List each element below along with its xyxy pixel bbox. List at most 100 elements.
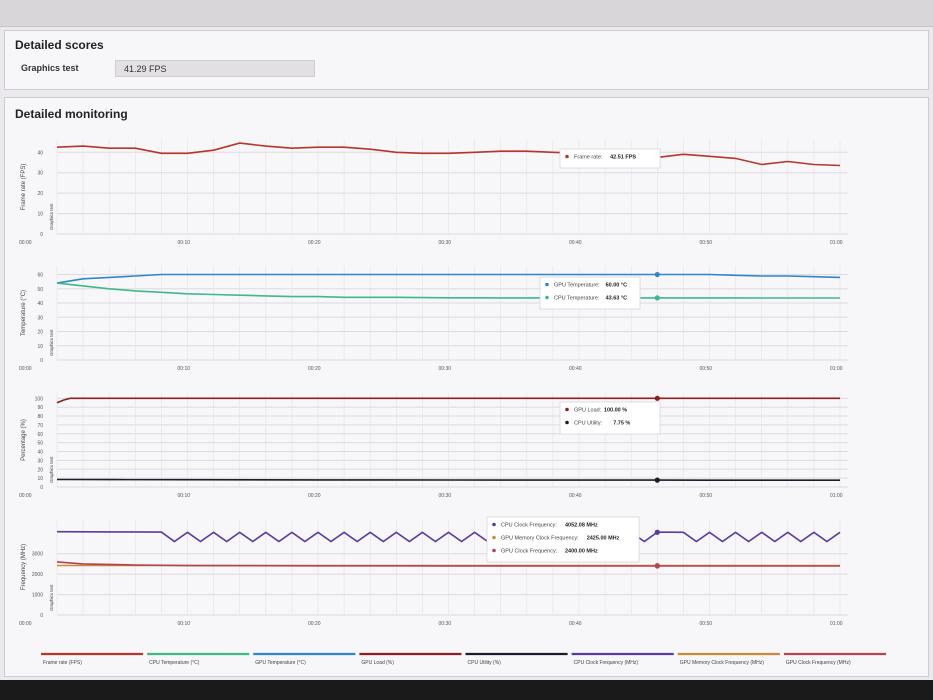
tooltip-label: GPU Clock Frequency:: [501, 549, 558, 555]
x-tick-label: 01:00: [830, 240, 843, 246]
y-tick-label: 20: [37, 330, 43, 336]
tooltip-label: GPU Memory Clock Frequency:: [501, 536, 579, 542]
tooltip-dot-gpu_clock: [492, 548, 496, 553]
x-tick-label: 00:40: [569, 493, 582, 499]
y-axis-label: Frequency (MHz): [21, 544, 27, 590]
detailed-scores-title: Detailed scores: [15, 38, 104, 52]
y-tick-label: 70: [37, 423, 43, 429]
y-tick-label: 10: [37, 476, 43, 482]
series-line-frame_rate: [56, 142, 841, 167]
x-tick-label: 00:40: [569, 240, 582, 246]
series-line-gpu_load: [56, 397, 840, 404]
tooltip-value: 60.00 °C: [606, 283, 627, 289]
y-tick-label: 20: [37, 467, 43, 473]
tooltip-value: 4052.08 MHz: [565, 523, 598, 529]
tooltip-value: 42.51 FPS: [610, 155, 636, 161]
y-tick-label: 100: [35, 396, 44, 402]
series-line-cpu_temp: [56, 282, 840, 299]
series-line-gpu_temp: [56, 273, 841, 284]
tooltip-label: CPU Clock Frequency:: [501, 523, 557, 529]
x-tick-label: 00:30: [439, 366, 452, 372]
y-tick-label: 2000: [32, 572, 43, 578]
y-tick-label: 90: [37, 405, 43, 411]
top-bar: [0, 0, 933, 27]
y-tick-label: 30: [37, 171, 43, 177]
y-tick-label: 60: [37, 432, 43, 438]
y-axis-label: Frame rate (FPS): [21, 164, 27, 211]
tooltip-value: 2400.00 MHz: [565, 549, 598, 555]
y-axis-label: Temperature (°C): [21, 290, 27, 336]
y-tick-label: 0: [40, 485, 43, 491]
y-tick-label: 80: [37, 414, 43, 420]
marker-dot-gpu_clock: [654, 563, 660, 569]
y-tick-label: 30: [37, 458, 43, 464]
detailed-monitoring-panel: Detailed monitoring 0 10 20 30 40 00:00 00:10 0…: [4, 97, 929, 677]
tooltip-label: Frame rate:: [574, 155, 603, 161]
marker-dot-cpu_utility: [654, 477, 660, 483]
graphics-test-score: 41.29 FPS: [115, 60, 315, 77]
y-tick-label: 10: [37, 344, 43, 350]
tooltip-label: GPU Temperature:: [554, 283, 600, 289]
y-tick-label: 50: [37, 287, 43, 293]
y-tick-label: 3000: [32, 552, 43, 558]
y-tick-label: 0: [40, 613, 43, 619]
tooltip-box: [559, 148, 661, 169]
x-tick-label: 01:00: [830, 621, 843, 627]
tooltip-dot-gpu_temp: [545, 282, 549, 287]
x-tick-label: 00:50: [700, 240, 713, 246]
y-tick-label: 30: [37, 315, 43, 321]
legend-label: GPU Load (%): [361, 660, 394, 666]
x-tick-label: 01:00: [830, 493, 843, 499]
tooltip-value: 2425.00 MHz: [587, 536, 620, 542]
x-tick-label: 00:30: [439, 621, 452, 627]
x-tick-label: 00:50: [700, 621, 713, 627]
x-tick-label: 00:30: [439, 493, 452, 499]
x-tick-label: 00:10: [178, 493, 191, 499]
tooltip-dot-cpu_temp: [545, 295, 549, 300]
marker-dot-cpu_temp: [654, 295, 660, 301]
legend-label: CPU Temperature (°C): [149, 660, 200, 666]
marker-dot-gpu_temp: [654, 271, 660, 278]
legend-label: GPU Temperature (°C): [255, 660, 306, 666]
y-tick-label: 40: [37, 301, 43, 307]
tooltip-dot-gpu_load: [565, 407, 569, 412]
x-tick-label: 00:00: [19, 366, 32, 372]
tooltip-label: CPU Utility:: [574, 421, 603, 427]
monitoring-charts: 0 10 20 30 40 00:00 00:10 00:20 00:30 00:40 00:50 0…: [19, 140, 886, 666]
section-label: Graphics test: [49, 584, 54, 611]
x-tick-label: 00:50: [700, 366, 713, 372]
x-tick-label: 00:00: [19, 621, 32, 627]
tooltip-value: 7.75 %: [613, 421, 630, 427]
x-tick-label: 00:10: [178, 240, 191, 246]
tooltip-value: 100.00 %: [604, 408, 627, 414]
y-tick-label: 10: [37, 212, 43, 218]
legend-label: GPU Clock Frequency (MHz): [786, 660, 851, 666]
legend-label: CPU Utility (%): [468, 660, 502, 666]
y-tick-label: 40: [37, 450, 43, 456]
tooltip-label: CPU Temperature:: [554, 296, 600, 302]
x-tick-label: 00:50: [700, 493, 713, 499]
x-tick-label: 00:20: [308, 240, 321, 246]
x-tick-label: 00:00: [19, 240, 32, 246]
legend-label: GPU Memory Clock Frequency (MHz): [680, 660, 765, 666]
x-tick-label: 00:40: [569, 366, 582, 372]
tooltip-dot-gpu_mem_clock: [492, 535, 496, 540]
section-label: Graphics test: [49, 203, 54, 230]
tooltip-box: [486, 516, 640, 563]
tooltip-box: [559, 401, 661, 435]
tooltip-dot-frame_rate: [565, 154, 569, 159]
y-tick-label: 60: [37, 273, 43, 279]
x-tick-label: 00:20: [308, 493, 321, 499]
x-tick-label: 00:20: [308, 621, 321, 627]
x-tick-label: 00:00: [19, 493, 32, 499]
x-tick-label: 00:10: [178, 621, 191, 627]
series-line-cpu_utility: [57, 478, 840, 482]
x-tick-label: 00:30: [439, 240, 452, 246]
x-tick-label: 00:40: [569, 621, 582, 627]
y-tick-label: 40: [37, 150, 43, 156]
marker-dot-cpu_clock: [654, 529, 660, 535]
y-tick-label: 0: [40, 358, 43, 364]
y-axis-label: Percentage (%): [21, 419, 27, 461]
y-tick-label: 1000: [32, 593, 43, 599]
legend-label: Frame rate (FPS): [43, 660, 82, 666]
